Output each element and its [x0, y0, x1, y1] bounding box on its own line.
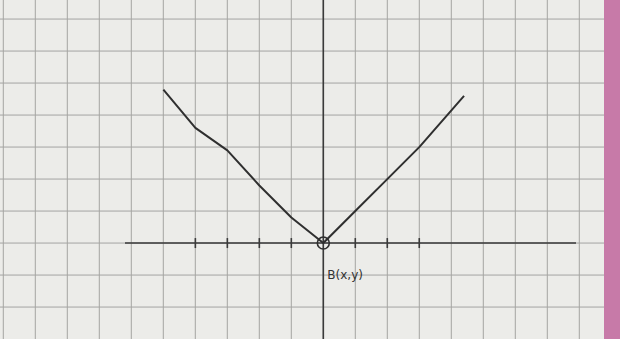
- x-tick: [354, 238, 356, 248]
- x-axis: [125, 242, 576, 244]
- paper-line: [0, 83, 620, 84]
- page-edge: [604, 0, 620, 339]
- paper-line: [0, 19, 620, 20]
- paper-line: [0, 51, 620, 52]
- paper-line: [0, 243, 620, 244]
- paper-line: [0, 147, 620, 148]
- paper-line: [0, 115, 620, 116]
- line: [163, 90, 464, 244]
- annotation: B(x,y): [327, 268, 363, 282]
- paper-line: [323, 0, 324, 339]
- x-tick: [259, 238, 261, 248]
- x-tick: [418, 238, 420, 248]
- x-tick: [195, 238, 197, 248]
- y-axis: [323, 0, 325, 339]
- paper-line: [0, 179, 620, 180]
- paper-line: [0, 275, 620, 276]
- axes: [125, 0, 576, 339]
- plot-area: [163, 90, 464, 244]
- paper-grid: [0, 0, 620, 339]
- paper-line: [0, 307, 620, 308]
- x-tick: [386, 238, 388, 248]
- chart: B(x,y): [0, 0, 620, 339]
- x-tick: [227, 238, 229, 248]
- x-tick: [291, 238, 293, 248]
- origin-mark: [317, 237, 329, 249]
- paper-line: [0, 211, 620, 212]
- paper: [0, 0, 620, 339]
